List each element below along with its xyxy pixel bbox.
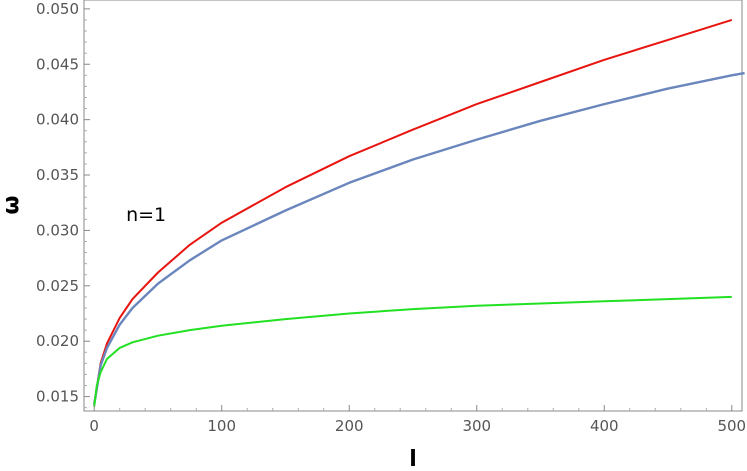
x-axis-label: l [409, 447, 417, 471]
x-tick-label: 100 [207, 417, 236, 435]
annotation-label: n=1 [126, 204, 166, 226]
y-tick-label: 0.050 [36, 0, 79, 18]
y-tick-label: 0.015 [36, 388, 79, 406]
x-tick-label: 0 [89, 417, 99, 435]
y-tick-label: 0.025 [36, 277, 79, 295]
y-tick-label: 0.040 [36, 111, 79, 129]
series-layer [93, 18, 745, 407]
y-tick-label: 0.045 [36, 55, 79, 73]
x-tick-label: 300 [462, 417, 491, 435]
series-line-1 [93, 18, 733, 405]
x-tick-label: 400 [590, 417, 619, 435]
y-tick-label: 0.030 [36, 221, 79, 239]
x-tick-label: 200 [335, 417, 364, 435]
series-line-3 [93, 295, 732, 407]
series-line-2 [93, 71, 745, 405]
ticks-layer: 0 100 200 300 400 500 0.015 0.020 0.025 0.030 0.03… [36, 0, 746, 435]
y-tick-label: 0.020 [36, 332, 79, 350]
y-tick-label: 0.035 [36, 166, 79, 184]
plot-frame [83, 0, 743, 412]
y-axis-label: ω [0, 195, 24, 214]
x-tick-label: 500 [717, 417, 746, 435]
